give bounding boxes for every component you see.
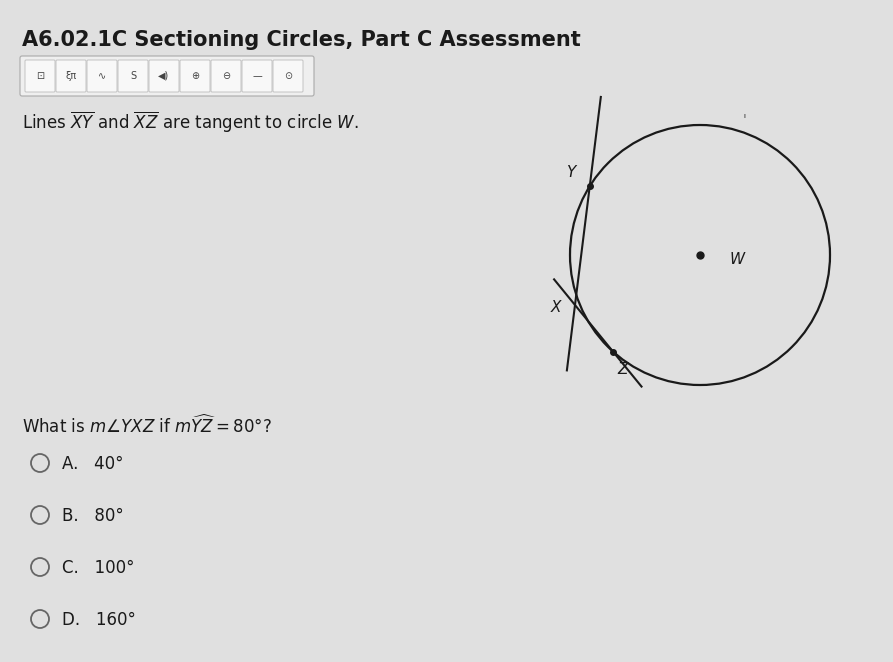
FancyBboxPatch shape <box>20 56 314 96</box>
Text: A6.02.1C Sectioning Circles, Part C Assessment: A6.02.1C Sectioning Circles, Part C Asse… <box>22 30 580 50</box>
Text: —: — <box>252 71 262 81</box>
Text: B.   80°: B. 80° <box>62 507 124 525</box>
FancyBboxPatch shape <box>180 60 210 92</box>
Text: ': ' <box>742 113 746 127</box>
FancyBboxPatch shape <box>56 60 86 92</box>
Text: W: W <box>730 252 745 267</box>
Text: ◀): ◀) <box>158 71 170 81</box>
Text: X: X <box>550 299 561 314</box>
Text: What is $m\angle YXZ$ if $m\widehat{YZ} = 80°$?: What is $m\angle YXZ$ if $m\widehat{YZ} … <box>22 415 272 437</box>
Text: Z: Z <box>617 361 628 377</box>
Text: ⊖: ⊖ <box>222 71 230 81</box>
Text: ⊡: ⊡ <box>36 71 44 81</box>
FancyBboxPatch shape <box>242 60 272 92</box>
Text: C.   100°: C. 100° <box>62 559 135 577</box>
Text: ⊙: ⊙ <box>284 71 292 81</box>
Text: Y: Y <box>566 165 576 180</box>
Text: S: S <box>130 71 136 81</box>
FancyBboxPatch shape <box>149 60 179 92</box>
Text: D.   160°: D. 160° <box>62 611 136 629</box>
FancyBboxPatch shape <box>211 60 241 92</box>
Text: A.   40°: A. 40° <box>62 455 123 473</box>
FancyBboxPatch shape <box>87 60 117 92</box>
Text: ξπ: ξπ <box>65 71 77 81</box>
Text: ∿: ∿ <box>98 71 106 81</box>
Text: Lines $\overline{XY}$ and $\overline{XZ}$ are tangent to circle $W$.: Lines $\overline{XY}$ and $\overline{XZ}… <box>22 110 359 135</box>
Text: ⊕: ⊕ <box>191 71 199 81</box>
FancyBboxPatch shape <box>273 60 303 92</box>
FancyBboxPatch shape <box>118 60 148 92</box>
FancyBboxPatch shape <box>25 60 55 92</box>
